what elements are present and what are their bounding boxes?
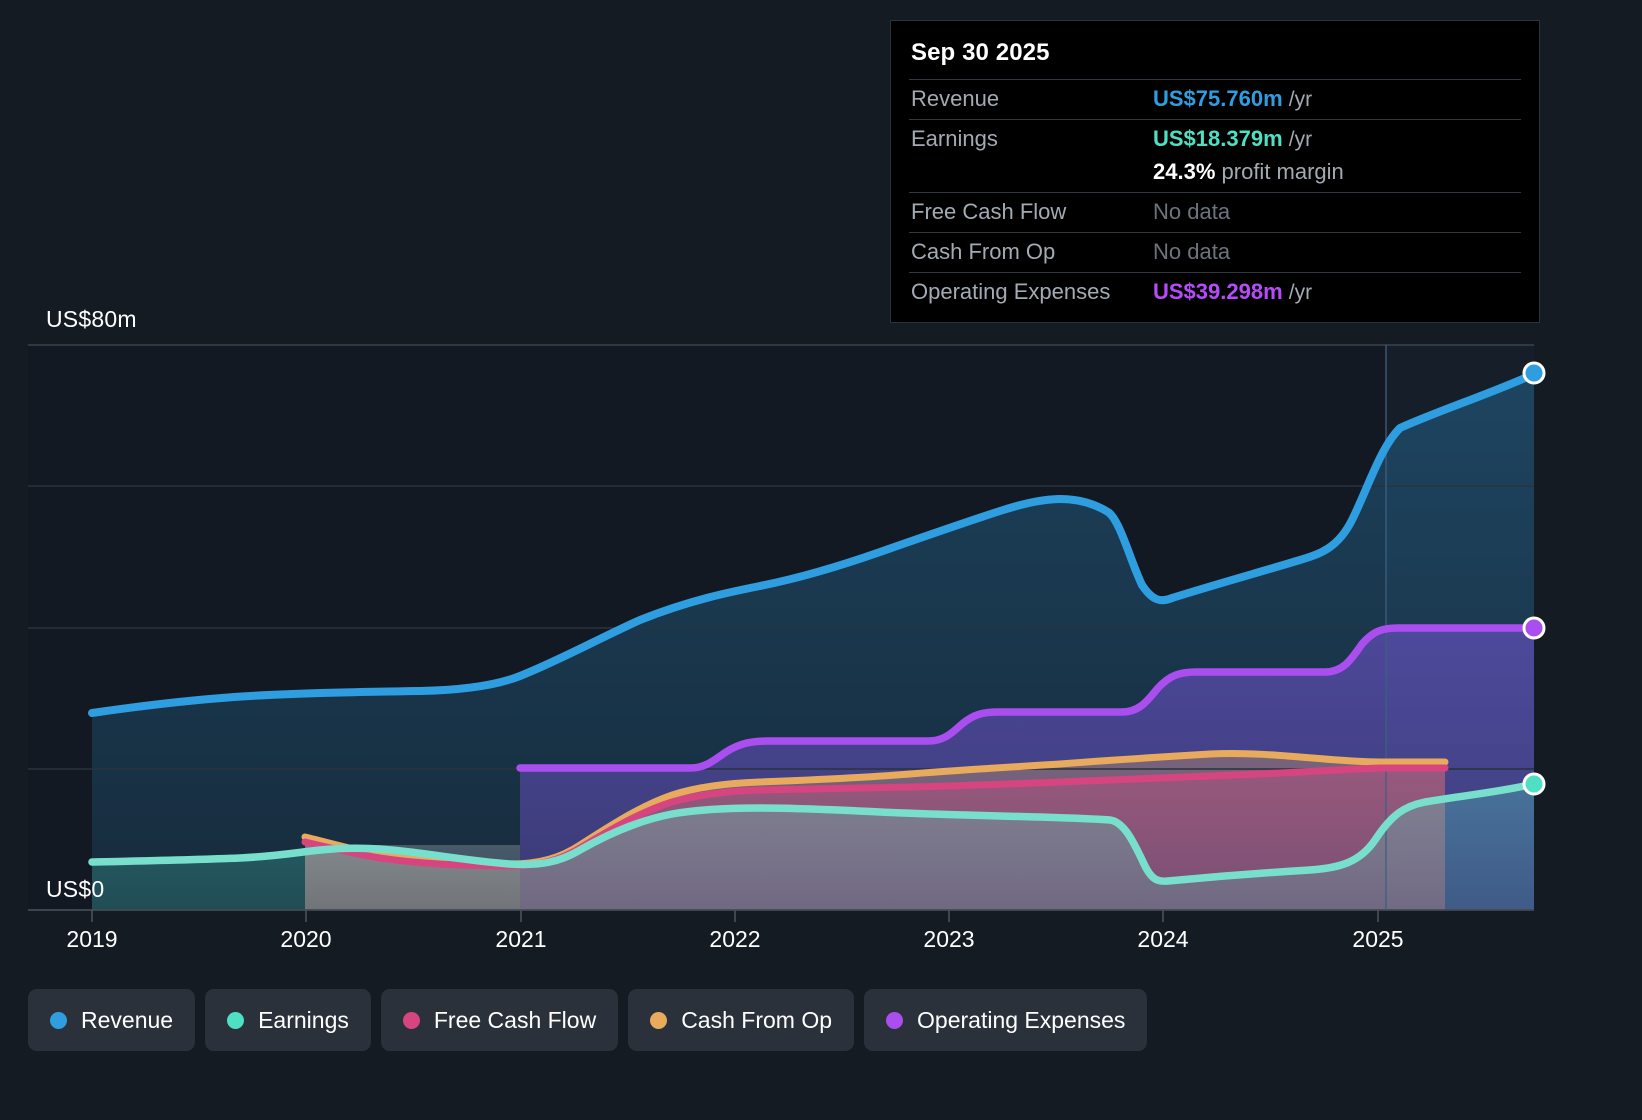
legend-label-free-cash-flow: Free Cash Flow xyxy=(433,1006,597,1033)
tooltip-key-operating-expenses: Operating Expenses xyxy=(909,272,1151,312)
chart-legend: Revenue Earnings Free Cash Flow Cash Fro… xyxy=(28,989,1148,1051)
tooltip-value-operating-expenses: US$39.298m /yr xyxy=(1151,272,1521,312)
operating-expenses-line xyxy=(516,624,1538,772)
tooltip-date: Sep 30 2025 xyxy=(911,39,1050,66)
gridlines-minor xyxy=(28,485,1534,770)
tooltip-value-free-cash-flow: No data xyxy=(1151,192,1521,233)
x-axis-label-2021: 2021 xyxy=(495,926,547,952)
operating-expenses-color-dot xyxy=(886,1011,904,1029)
cash-from-op-color-dot xyxy=(650,1011,668,1029)
tooltip-key-earnings: Earnings xyxy=(909,119,1151,159)
x-axis-label-2025: 2025 xyxy=(1352,926,1404,952)
legend-label-operating-expenses: Operating Expenses xyxy=(917,1006,1126,1033)
legend-item-cash-from-op[interactable]: Cash From Op xyxy=(628,989,855,1051)
legend-label-revenue: Revenue xyxy=(81,1006,174,1033)
tooltip-key-free-cash-flow: Free Cash Flow xyxy=(909,192,1151,233)
legend-label-earnings: Earnings xyxy=(258,1006,349,1033)
earnings-color-dot xyxy=(227,1011,245,1029)
profit-margin-label: profit margin xyxy=(1221,159,1344,184)
profit-margin-percent: 24.3% xyxy=(1153,159,1216,184)
tooltip-unit-operating-expenses: /yr xyxy=(1288,281,1313,304)
tooltip-amount-free-cash-flow: No data xyxy=(1153,199,1231,224)
tooltip-row-cash-from-op: Cash From Op No data xyxy=(909,232,1521,273)
tooltip-row-earnings: Earnings US$18.379m /yr xyxy=(909,119,1521,159)
tooltip-unit-revenue: /yr xyxy=(1288,88,1313,111)
tooltip-row-free-cash-flow: Free Cash Flow No data xyxy=(909,192,1521,233)
x-axis-label-2019: 2019 xyxy=(66,926,118,952)
tooltip-row-profit-margin: 24.3% profit margin xyxy=(909,159,1521,193)
tooltip-amount-cash-from-op: No data xyxy=(1153,239,1231,264)
x-axis-label-2023: 2023 xyxy=(923,926,975,952)
legend-item-earnings[interactable]: Earnings xyxy=(205,989,371,1051)
legend-item-revenue[interactable]: Revenue xyxy=(28,989,196,1051)
y-axis-zero-label: US$0 xyxy=(46,876,105,902)
tooltip-value-profit-margin: 24.3% profit margin xyxy=(1151,159,1521,193)
x-axis-label-2020: 2020 xyxy=(280,926,332,952)
legend-item-free-cash-flow[interactable]: Free Cash Flow xyxy=(380,989,619,1051)
earnings-line xyxy=(88,780,1538,885)
tooltip-amount-operating-expenses: US$39.298m xyxy=(1153,279,1283,304)
free-cash-flow-line xyxy=(301,764,1449,870)
tooltip-row-revenue: Revenue US$75.760m /yr xyxy=(909,79,1521,120)
tooltip-amount-revenue: US$75.760m xyxy=(1153,86,1283,111)
tooltip-key-revenue: Revenue xyxy=(909,79,1151,120)
tooltip-value-revenue: US$75.760m /yr xyxy=(1151,79,1521,120)
tooltip-row-operating-expenses: Operating Expenses US$39.298m /yr xyxy=(909,272,1521,312)
x-tick-marks xyxy=(91,910,1379,922)
earnings-end-marker xyxy=(1522,772,1546,796)
tooltip-value-earnings: US$18.379m /yr xyxy=(1151,119,1521,159)
operating-expenses-end-marker xyxy=(1522,616,1546,640)
legend-label-cash-from-op: Cash From Op xyxy=(681,1006,833,1033)
revenue-color-dot xyxy=(50,1011,67,1029)
y-axis-top-label: US$80m xyxy=(46,306,137,332)
tooltip-table: Revenue US$75.760m /yr Earnings US$18.37… xyxy=(909,79,1521,312)
tooltip-value-cash-from-op: No data xyxy=(1151,232,1521,273)
tooltip-key-profit-margin xyxy=(909,159,1151,193)
tooltip-key-cash-from-op: Cash From Op xyxy=(909,232,1151,273)
tooltip-amount-earnings: US$18.379m xyxy=(1153,126,1283,151)
revenue-line xyxy=(88,370,1538,717)
x-axis-label-2022: 2022 xyxy=(709,926,761,952)
x-axis-label-2024: 2024 xyxy=(1137,926,1189,952)
legend-item-operating-expenses[interactable]: Operating Expenses xyxy=(864,989,1148,1051)
revenue-end-marker xyxy=(1522,361,1546,385)
free-cash-flow-color-dot xyxy=(402,1011,420,1029)
tooltip-unit-earnings: /yr xyxy=(1288,128,1313,151)
chart-tooltip: Sep 30 2025 Revenue US$75.760m /yr Earni… xyxy=(890,20,1540,323)
